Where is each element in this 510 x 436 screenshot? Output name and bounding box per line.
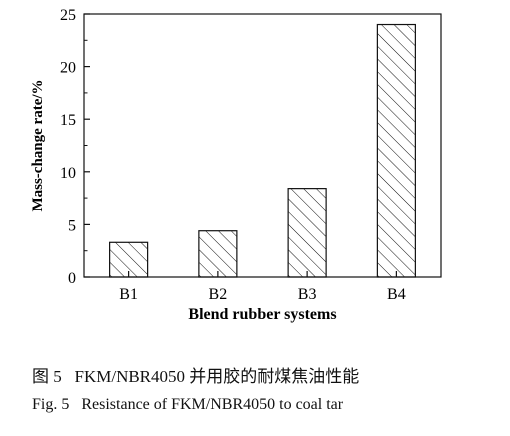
x-tick-label: B4 (387, 286, 406, 303)
bar-chart: 0 5 10 15 20 25 B1 B2 B3 B4 Mass-change rate/% Bl… (30, 7, 442, 323)
y-tick-label: 5 (68, 217, 76, 234)
y-tick-label: 0 (68, 270, 76, 287)
y-tick-label: 25 (60, 7, 76, 24)
x-tick-label: B3 (298, 286, 317, 303)
bar-b4 (376, 23, 416, 278)
x-tick-label: B1 (119, 286, 138, 303)
x-tick-label: B2 (209, 286, 228, 303)
plot-area: 0 5 10 15 20 25 B1 B2 B3 B4 (60, 7, 442, 303)
bar-b2 (198, 230, 238, 278)
y-tick-label: 10 (60, 165, 76, 182)
bar-b3 (287, 188, 327, 278)
figure-caption-english: Fig. 5 Resistance of FKM/NBR4050 to coal… (32, 396, 344, 413)
x-axis-label: Blend rubber systems (188, 306, 336, 323)
y-axis-label: Mass-change rate/% (30, 79, 46, 211)
y-tick-label: 15 (60, 112, 76, 129)
y-tick-label: 20 (60, 60, 76, 77)
figure-caption-chinese: 图 5 FKM/NBR4050 并用胶的耐煤焦油性能 (32, 367, 360, 386)
